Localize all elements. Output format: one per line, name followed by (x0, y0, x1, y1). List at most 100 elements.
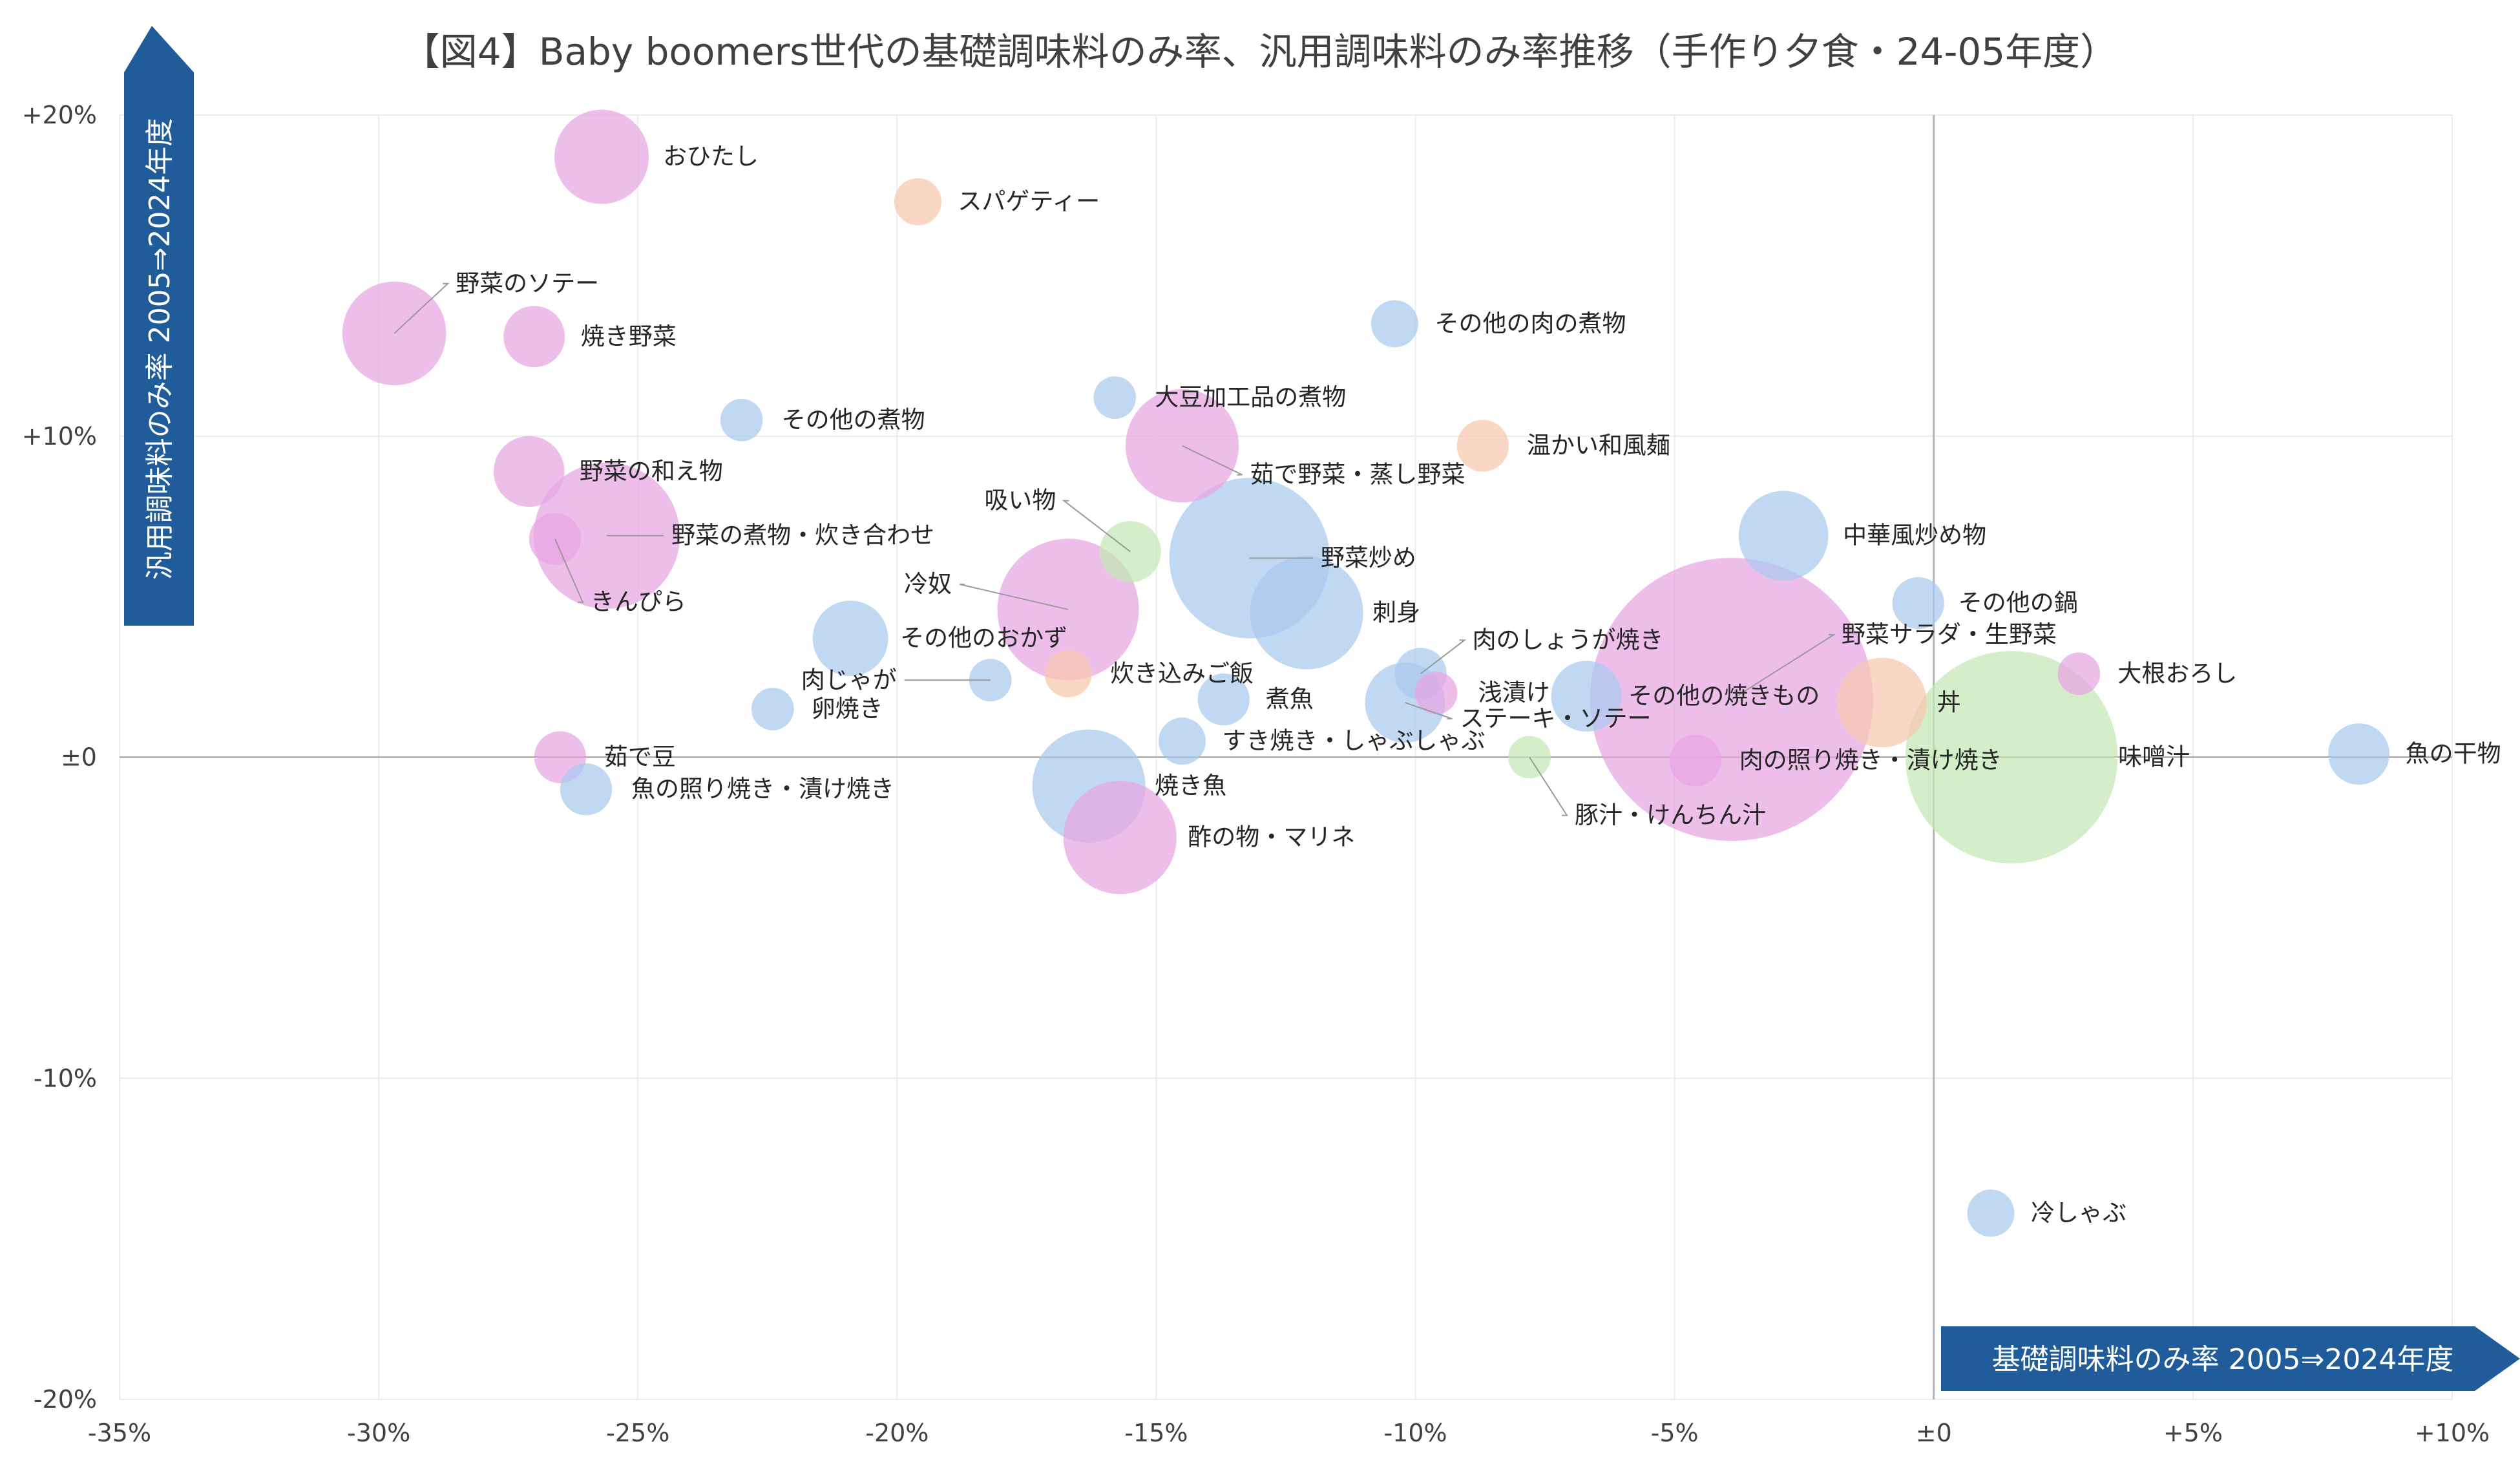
data-label: 刺身 (1372, 599, 1420, 626)
data-label: ステーキ・ソテー (1460, 705, 1652, 732)
bubble (1370, 300, 1418, 348)
y-tick-label: +20% (22, 101, 97, 129)
data-label: 肉じゃが (801, 666, 897, 694)
x-tick-label: -10% (1383, 1419, 1447, 1447)
y-tick-label: -20% (34, 1385, 97, 1414)
bubble (1967, 1189, 2015, 1237)
y-axis-title: 汎用調味料のみ率 2005⇒2024年度 (143, 118, 176, 580)
x-axis-banner-arrow (1941, 1326, 2520, 1391)
leader-line (1182, 445, 1243, 476)
bubble (720, 399, 763, 441)
y-tick-label: ±0 (61, 743, 97, 772)
bubble (494, 436, 565, 507)
leader-line (1731, 634, 1836, 700)
data-label: すき焼き・しゃぶしゃぶ (1223, 727, 1486, 755)
bubble (554, 109, 649, 204)
data-label: 酢の物・マリネ (1188, 823, 1355, 851)
data-label: 豚汁・けんちん汁 (1575, 801, 1766, 829)
data-label: その他の肉の煮物 (1434, 310, 1626, 337)
data-label: 野菜の和え物 (580, 457, 723, 485)
data-label: 卵焼き (812, 695, 883, 723)
x-tick-label: -15% (1124, 1419, 1188, 1447)
y-axis-banner: 汎用調味料のみ率 2005⇒2024年度 (124, 26, 194, 626)
data-label: 中華風炒め物 (1843, 522, 1986, 549)
bubble (1669, 734, 1721, 787)
bubble (2328, 723, 2390, 785)
data-label: その他の焼きもの (1628, 682, 1820, 710)
leader-line (1420, 639, 1467, 675)
bubble (1099, 521, 1161, 583)
data-label: 浅漬け (1478, 679, 1550, 706)
x-tick-label: -25% (606, 1419, 669, 1447)
bubble (1905, 651, 2118, 864)
chart-title: 【図4】Baby boomers世代の基礎調味料のみ率、汎用調味料のみ率推移（手… (403, 30, 2117, 74)
bubble (2057, 652, 2101, 695)
bubble (812, 600, 888, 677)
bubble (1197, 673, 1250, 726)
leader-line (554, 538, 584, 603)
bubble (1044, 650, 1092, 697)
data-label: 煮魚 (1266, 685, 1314, 713)
data-label: 野菜サラダ・生野菜 (1842, 621, 2057, 648)
leader-line (394, 282, 450, 334)
data-label: スパゲティー (958, 187, 1100, 215)
data-label: 肉の照り焼き・漬け焼き (1739, 746, 2002, 774)
data-label: 茹で野菜・蒸し野菜 (1250, 461, 1465, 489)
y-tick-label: +10% (22, 422, 97, 451)
data-label: 野菜のソテー (456, 270, 599, 297)
data-label: 魚の照り焼き・漬け焼き (631, 775, 894, 803)
data-label: 肉のしょうが焼き (1473, 626, 1664, 653)
x-tick-label: +5% (2163, 1419, 2223, 1447)
bubble (503, 306, 565, 368)
data-label: 茹で豆 (604, 743, 676, 771)
bubble (1738, 491, 1829, 581)
x-axis-banner: 基礎調味料のみ率 2005⇒2024年度 (1941, 1326, 2520, 1391)
bubble (1551, 661, 1622, 732)
data-label: 丼 (1937, 688, 1961, 716)
bubble (894, 178, 941, 226)
data-label: 大根おろし (2117, 659, 2237, 687)
data-label: 野菜の煮物・炊き合わせ (671, 522, 934, 549)
data-label: 冷しゃぶ (2031, 1199, 2126, 1227)
leader-line (1529, 756, 1568, 816)
leader-line (1405, 702, 1453, 720)
data-label: きんぴら (591, 588, 686, 616)
data-label: 野菜炒め (1321, 544, 1416, 572)
bubble (560, 763, 613, 816)
leader-line (959, 583, 1069, 610)
bubble (529, 513, 582, 565)
data-label: 炊き込みご飯 (1110, 659, 1254, 687)
data-label: 焼き魚 (1155, 772, 1226, 800)
x-tick-label: ±0 (1916, 1419, 1952, 1447)
bubble-series (342, 109, 2390, 1237)
tick-labels: -35% -30% -25% -20% -15% -10% -5% ±0 +5% +10% -20%… (22, 101, 2490, 1447)
bubble (1414, 672, 1458, 714)
leader-line (1062, 500, 1131, 553)
data-label: 吸い物 (984, 487, 1056, 515)
bubble (1892, 577, 1944, 630)
data-label: その他のおかず (900, 624, 1067, 652)
x-tick-label: -35% (88, 1419, 151, 1447)
data-label: 焼き野菜 (581, 323, 677, 350)
y-axis-banner-arrow (124, 26, 194, 626)
x-tick-label: +10% (2415, 1419, 2490, 1447)
data-label: 大豆加工品の煮物 (1155, 383, 1346, 411)
bubble (1250, 556, 1363, 670)
bubble (1063, 781, 1177, 895)
bubble (1159, 717, 1206, 765)
bubble (1456, 419, 1509, 472)
data-label: その他の煮物 (782, 406, 925, 434)
bubble (1837, 657, 1927, 748)
data-label: 温かい和風麺 (1527, 432, 1670, 460)
x-tick-label: -5% (1651, 1419, 1699, 1447)
x-tick-label: -20% (865, 1419, 929, 1447)
data-label: おひたし (663, 143, 759, 171)
y-tick-label: -10% (34, 1064, 97, 1092)
leader-lines (394, 282, 1836, 816)
bubble (1093, 376, 1137, 419)
data-label: その他の鍋 (1958, 589, 2078, 617)
x-axis-title: 基礎調味料のみ率 2005⇒2024年度 (1992, 1343, 2454, 1376)
data-label: 味噌汁 (2118, 743, 2190, 771)
